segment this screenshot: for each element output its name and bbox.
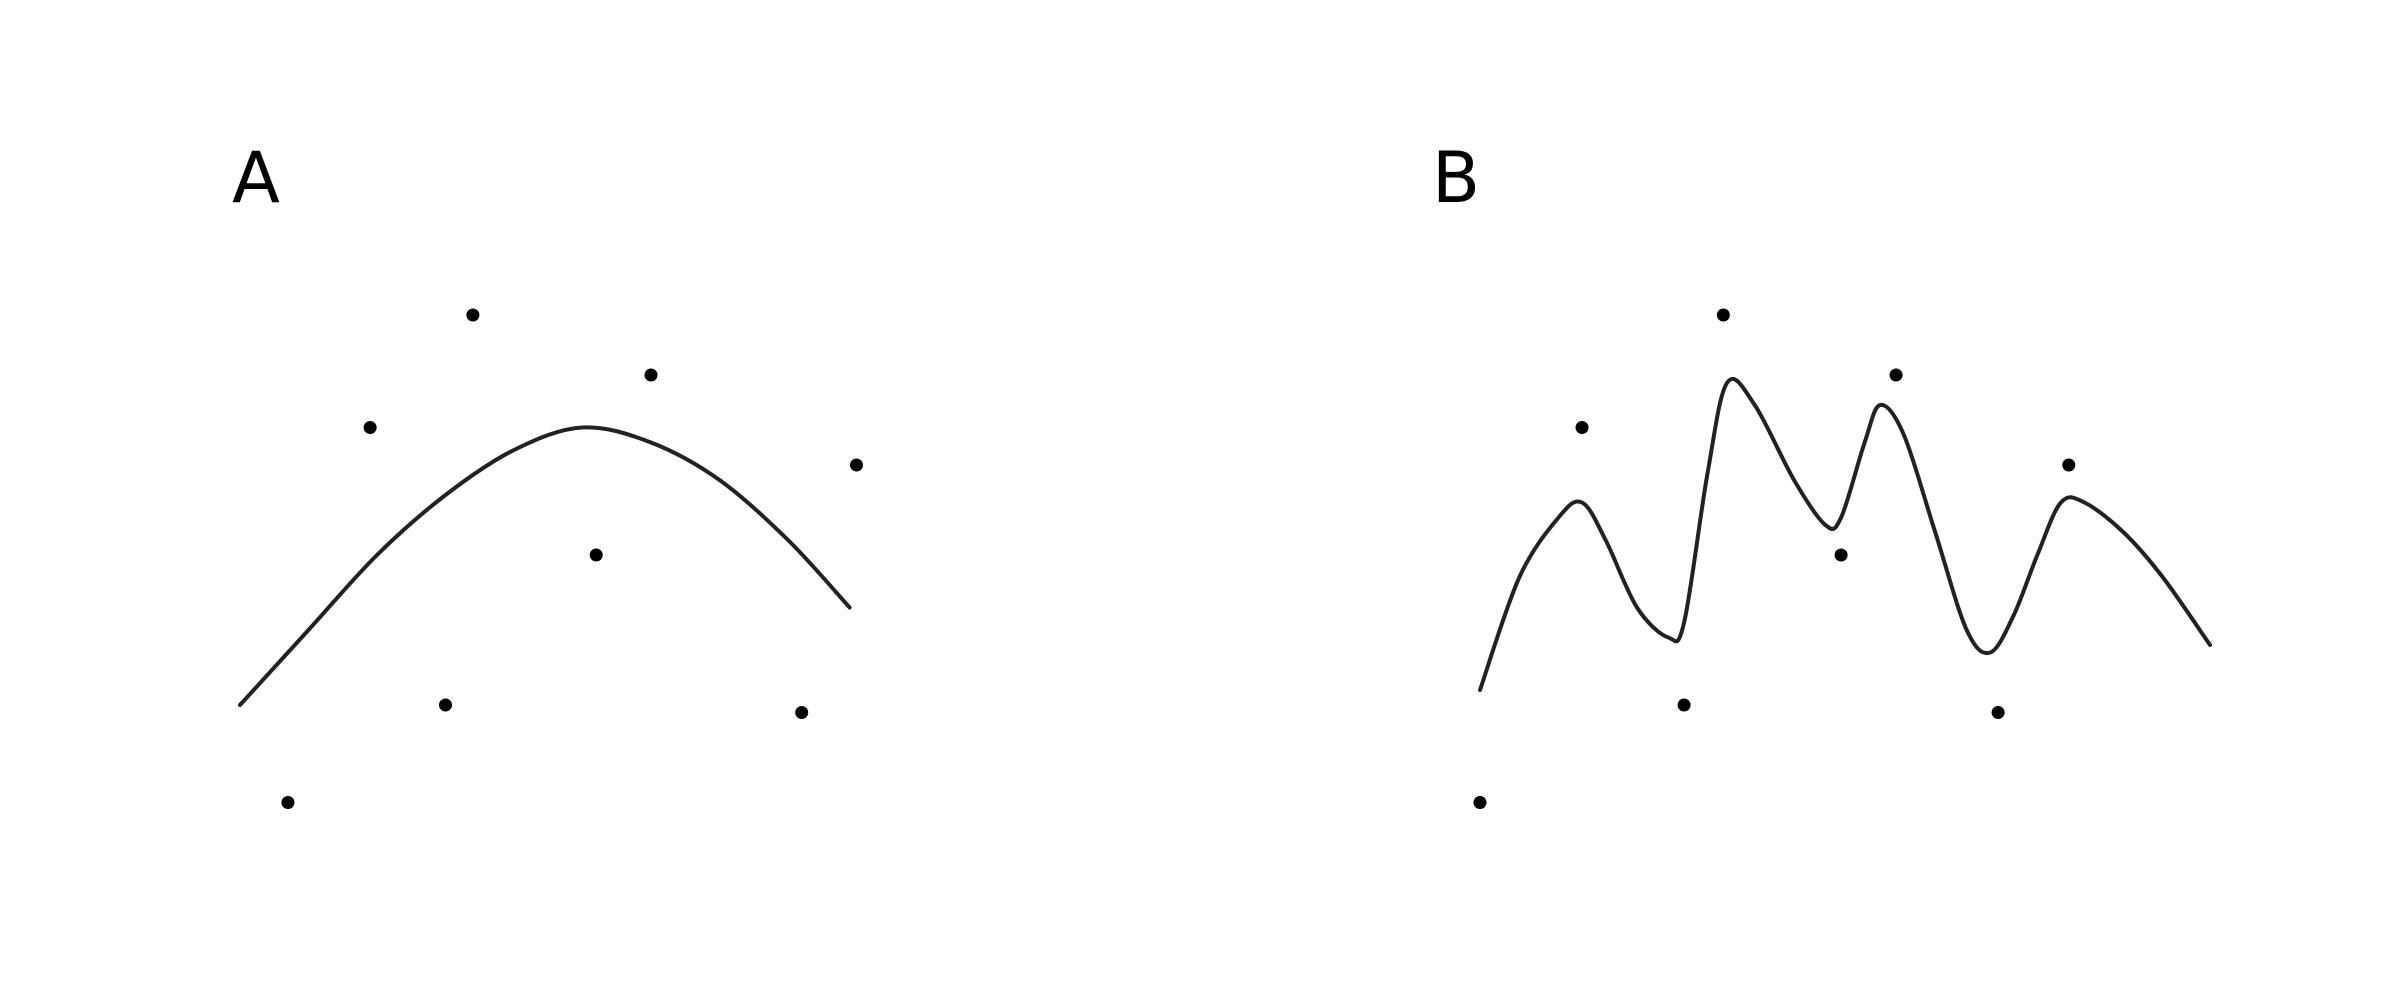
panel-b-curve-layer [1478, 377, 2213, 692]
panel-a-point-8 [850, 458, 863, 472]
panel-a: A [232, 137, 863, 809]
panel-a-fitted-curve [238, 425, 852, 707]
panel-a-curve-layer [238, 425, 852, 707]
panel-b-point-5 [1834, 548, 1848, 562]
panel-b-point-3 [1677, 698, 1691, 712]
panel-b-overfitted-curve [1478, 377, 2213, 692]
panel-a-label: A [232, 137, 280, 219]
panel-b-point-2 [1575, 421, 1589, 434]
panel-b-point-7 [1991, 706, 2005, 719]
panel-b-point-4 [1716, 308, 1730, 322]
panel-a-point-4 [439, 698, 452, 712]
panel-a-point-3 [466, 308, 480, 322]
panel-b-point-1 [1473, 796, 1487, 809]
panel-b: B [1432, 137, 2213, 809]
panel-a-point-2 [363, 421, 377, 434]
panel-b-points-layer [1473, 308, 2076, 809]
panel-b-label: B [1432, 137, 1480, 219]
panel-b-point-6 [1889, 368, 1903, 382]
panel-b-point-8 [2062, 458, 2076, 472]
panel-a-point-1 [281, 796, 295, 809]
panel-a-point-6 [644, 368, 658, 382]
panel-a-point-7 [795, 706, 809, 719]
panel-a-point-5 [589, 548, 603, 562]
panel-a-points-layer [281, 308, 863, 809]
